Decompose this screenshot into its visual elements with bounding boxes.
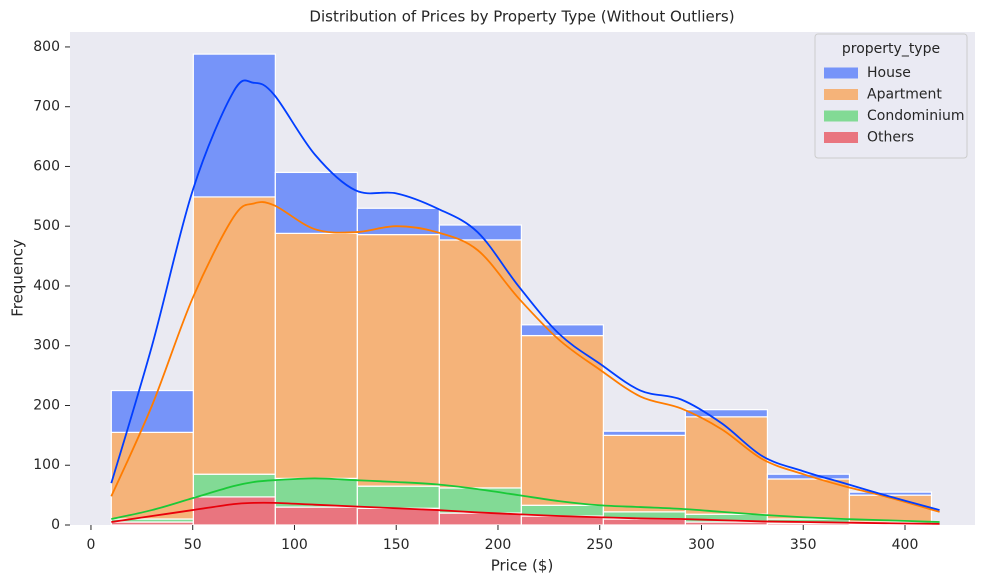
legend-label: House: [867, 65, 911, 81]
histogram-bar: [520, 324, 604, 337]
y-tick-label: 200: [33, 397, 60, 413]
x-tick-label: 150: [383, 537, 410, 553]
x-tick-label: 250: [586, 537, 613, 553]
histogram-bar: [192, 496, 276, 526]
kde-line: [110, 201, 940, 513]
y-tick-label: 400: [33, 278, 60, 294]
kde-line: [110, 79, 940, 511]
histogram-bar: [274, 171, 358, 234]
histogram-bar: [602, 434, 687, 513]
x-tick-label: 50: [184, 537, 202, 553]
histogram-bar: [356, 233, 440, 487]
x-tick-label: 0: [87, 537, 96, 553]
histogram-bar: [438, 224, 522, 241]
x-tick-label: 300: [688, 537, 715, 553]
histogram-bar: [274, 232, 358, 479]
legend-swatch: [824, 132, 858, 143]
kde-lines: [110, 79, 940, 525]
histogram-bar: [602, 518, 687, 526]
x-tick-label: 400: [892, 537, 919, 553]
histogram-bar: [848, 491, 933, 496]
histogram-bar: [274, 506, 358, 526]
histogram-bar: [438, 239, 522, 489]
histogram-bar: [848, 494, 933, 523]
legend-label: Others: [867, 130, 914, 146]
y-tick-label: 300: [33, 338, 60, 354]
x-axis-label: Price ($): [491, 557, 554, 575]
histogram-bar: [438, 512, 522, 526]
bars: [110, 53, 933, 526]
legend: property_type House Apartment Condominium Ot…: [814, 33, 968, 159]
legend-swatch: [824, 110, 858, 122]
y-axis-label: Frequency: [9, 239, 27, 317]
legend-swatch: [824, 67, 858, 79]
histogram-bar: [766, 478, 851, 520]
histogram-bar: [110, 431, 194, 520]
legend-box: [814, 33, 968, 159]
y-tick-label: 0: [51, 517, 60, 533]
x-tick-label: 350: [790, 537, 817, 553]
histogram-bar: [520, 334, 604, 506]
y-tick-label: 800: [33, 39, 60, 55]
histogram-bar: [602, 430, 687, 436]
y-tick-label: 600: [33, 158, 60, 174]
kde-line: [111, 501, 940, 525]
histogram-bar: [192, 196, 276, 475]
histogram-bar: [356, 485, 440, 509]
histogram-bar: [356, 507, 440, 526]
x-tick-label: 200: [485, 537, 512, 553]
histogram-bar: [110, 389, 194, 433]
legend-title: property_type: [842, 41, 940, 57]
histogram-bar: [192, 53, 276, 198]
histogram-bar: [684, 409, 769, 418]
x-tick-label: 100: [281, 537, 308, 553]
chart-title: Distribution of Prices by Property Type …: [309, 8, 734, 26]
y-tick-label: 500: [33, 218, 60, 234]
kde-line: [111, 477, 940, 523]
histogram-bar: [438, 487, 522, 514]
y-tick-label: 100: [33, 457, 60, 473]
legend-swatch: [824, 89, 858, 100]
y-tick-label: 700: [33, 99, 60, 115]
legend-label: Apartment: [867, 87, 942, 103]
legend-label: Condominium: [867, 108, 964, 124]
